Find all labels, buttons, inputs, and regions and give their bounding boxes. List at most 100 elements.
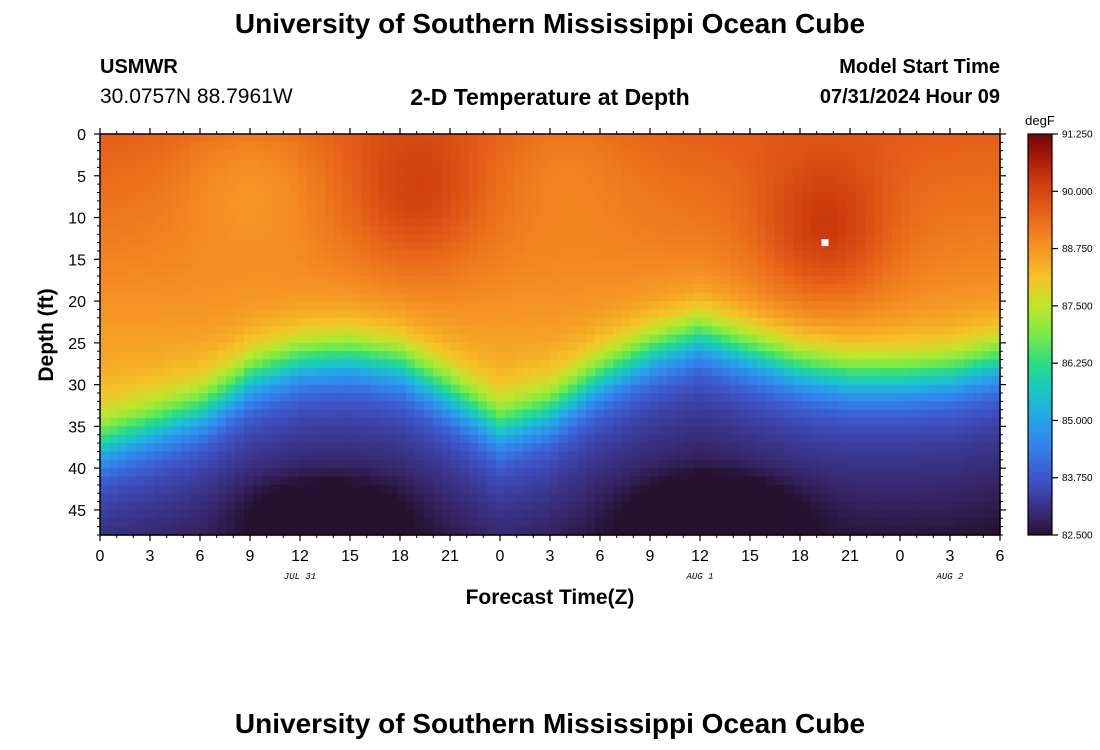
heatmap-cell [703, 259, 713, 269]
heatmap-cell [253, 526, 263, 536]
heatmap-cell [334, 459, 344, 469]
heatmap-cell [937, 292, 947, 302]
heatmap-cell [109, 418, 119, 427]
heatmap-cell [595, 384, 605, 394]
heatmap-cell [478, 418, 488, 427]
heatmap-cell [568, 418, 578, 427]
heatmap-cell [802, 301, 812, 311]
heatmap-cell [325, 434, 335, 444]
heatmap-cell [586, 376, 596, 386]
heatmap-cell [424, 409, 434, 419]
heatmap-cell [595, 142, 605, 152]
heatmap-cell [451, 367, 461, 377]
heatmap-cell [712, 384, 722, 394]
heatmap-cell [667, 484, 677, 494]
heatmap-cell [271, 167, 281, 177]
heatmap-cell [739, 142, 749, 152]
heatmap-cell [820, 259, 830, 269]
heatmap-cell [928, 476, 938, 486]
heatmap-cell [748, 342, 758, 352]
heatmap-cell [415, 284, 425, 294]
heatmap-cell [919, 301, 929, 311]
heatmap-cell [640, 526, 650, 536]
heatmap-cell [442, 259, 452, 269]
heatmap-cell [748, 250, 758, 260]
heatmap-cell [190, 376, 200, 386]
heatmap-cell [505, 242, 515, 252]
heatmap-cell [676, 459, 686, 469]
heatmap-cell [100, 284, 110, 294]
heatmap-cell [496, 359, 506, 369]
heatmap-cell [361, 526, 371, 536]
heatmap-cell [289, 175, 299, 185]
heatmap-cell [865, 434, 875, 444]
heatmap-cell [595, 351, 605, 361]
heatmap-cell [865, 200, 875, 210]
heatmap-cell [937, 443, 947, 453]
heatmap-cell [424, 292, 434, 302]
heatmap-cell [874, 367, 884, 377]
heatmap-cell [946, 209, 956, 219]
heatmap-cell [388, 468, 398, 478]
heatmap-cell [280, 476, 290, 486]
heatmap-cell [109, 234, 119, 244]
heatmap-cell [991, 443, 1001, 453]
heatmap-cell [667, 384, 677, 394]
heatmap-cell [334, 501, 344, 511]
heatmap-cell [433, 234, 443, 244]
heatmap-cell [928, 184, 938, 194]
heatmap-cell [901, 175, 911, 185]
heatmap-cell [253, 276, 263, 285]
heatmap-cell [577, 392, 587, 402]
heatmap-cell [487, 150, 497, 160]
heatmap-cell [883, 267, 893, 277]
heatmap-cell [838, 225, 848, 235]
heatmap-cell [694, 493, 704, 503]
heatmap-cell [712, 234, 722, 244]
heatmap-cell [757, 401, 767, 411]
heatmap-cell [208, 434, 218, 444]
heatmap-cell [451, 301, 461, 311]
heatmap-cell [784, 418, 794, 427]
heatmap-cell [496, 401, 506, 411]
heatmap-cell [757, 526, 767, 536]
heatmap-cell [595, 443, 605, 453]
heatmap-cell [505, 392, 515, 402]
heatmap-cell [811, 326, 821, 336]
heatmap-cell [640, 426, 650, 436]
heatmap-cell [622, 175, 632, 185]
heatmap-cell [109, 259, 119, 269]
heatmap-cell [838, 234, 848, 244]
heatmap-cell [973, 359, 983, 369]
heatmap-cell [982, 317, 992, 327]
heatmap-cell [865, 359, 875, 369]
heatmap-cell [982, 443, 992, 453]
heatmap-cell [118, 351, 128, 361]
heatmap-cell [388, 518, 398, 528]
heatmap-cell [370, 225, 380, 235]
heatmap-cell [109, 225, 119, 235]
heatmap-cell [919, 250, 929, 260]
heatmap-cell [649, 142, 659, 152]
heatmap-cell [199, 334, 209, 344]
heatmap-cell [865, 267, 875, 277]
heatmap-cell [892, 459, 902, 469]
heatmap-cell [640, 326, 650, 336]
heatmap-cell [145, 326, 155, 336]
heatmap-cell [361, 284, 371, 294]
heatmap-cell [352, 200, 362, 210]
heatmap-cell [136, 326, 146, 336]
heatmap-cell [748, 501, 758, 511]
heatmap-cell [127, 451, 137, 461]
heatmap-cell [478, 384, 488, 394]
heatmap-cell [343, 509, 353, 519]
heatmap-cell [136, 134, 146, 143]
heatmap-cell [811, 493, 821, 503]
heatmap-cell [982, 326, 992, 336]
heatmap-cell [298, 443, 308, 453]
heatmap-cell [739, 292, 749, 302]
heatmap-cell [271, 259, 281, 269]
heatmap-cell [460, 351, 470, 361]
heatmap-cell [658, 317, 668, 327]
heatmap-cell [901, 250, 911, 260]
